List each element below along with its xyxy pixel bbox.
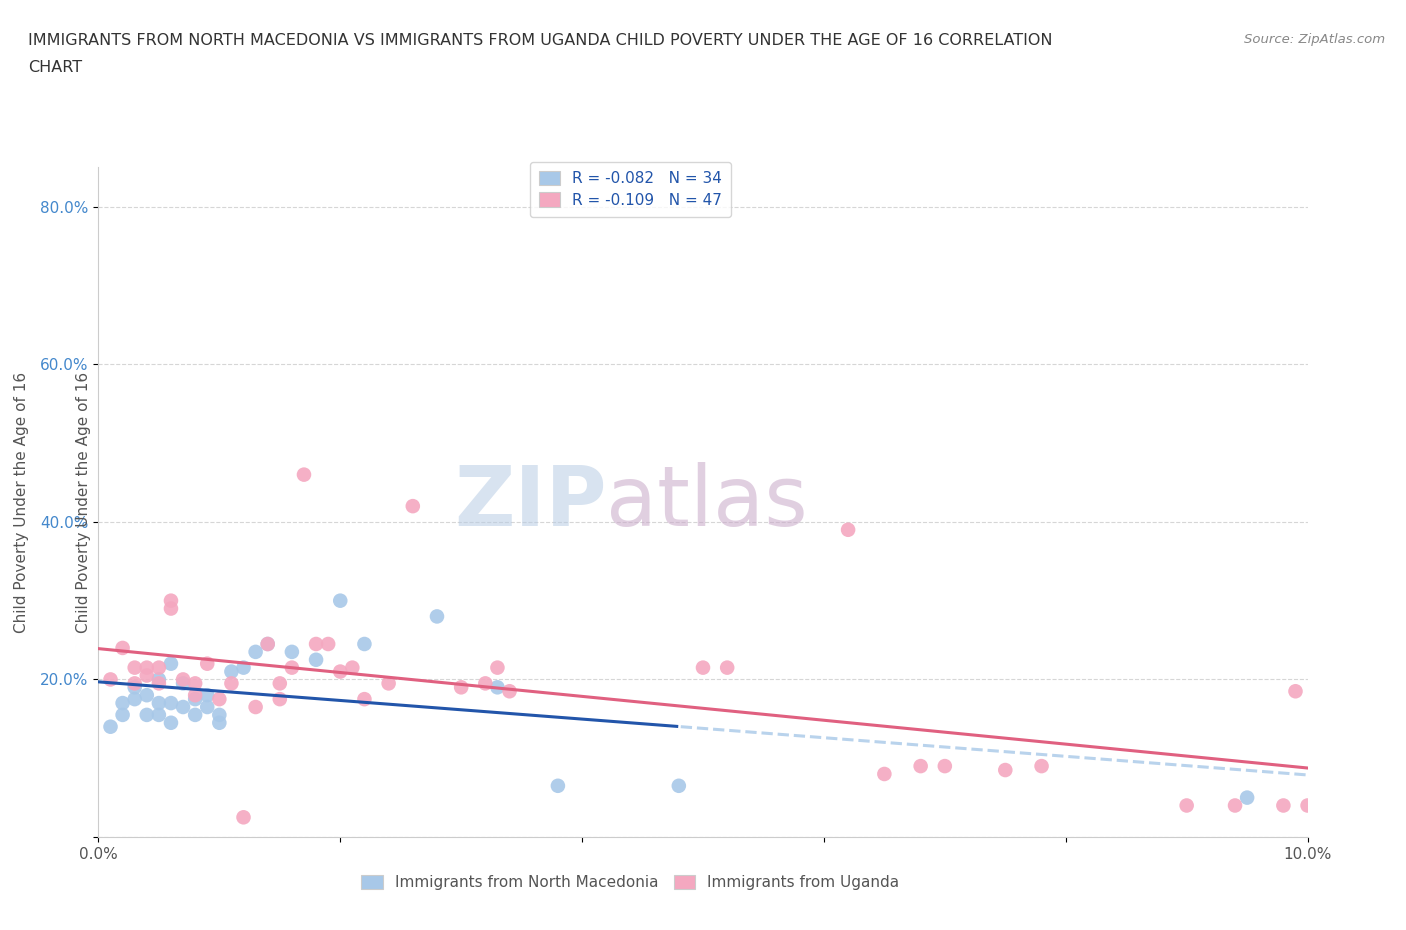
Point [160, 593, 183, 608]
Point [1031, 759, 1053, 774]
Point [1296, 798, 1319, 813]
Point [934, 759, 956, 774]
Point [486, 680, 509, 695]
Point [148, 696, 170, 711]
Point [184, 688, 207, 703]
Point [281, 660, 304, 675]
Point [100, 672, 122, 687]
Y-axis label: Child Poverty Under the Age of 16: Child Poverty Under the Age of 16 [14, 372, 30, 632]
Point [232, 810, 254, 825]
Point [148, 660, 170, 675]
Point [245, 644, 267, 659]
Point [692, 660, 714, 675]
Legend: Immigrants from North Macedonia, Immigrants from Uganda: Immigrants from North Macedonia, Immigra… [356, 869, 905, 897]
Point [329, 664, 352, 679]
Point [160, 715, 183, 730]
Text: CHART: CHART [28, 60, 82, 75]
Point [910, 759, 932, 774]
Point [111, 641, 134, 656]
Point [256, 636, 278, 651]
Text: IMMIGRANTS FROM NORTH MACEDONIA VS IMMIGRANTS FROM UGANDA CHILD POVERTY UNDER TH: IMMIGRANTS FROM NORTH MACEDONIA VS IMMIG… [28, 33, 1053, 47]
Y-axis label: Child Poverty Under the Age of 16: Child Poverty Under the Age of 16 [76, 372, 91, 632]
Point [148, 672, 170, 687]
Point [342, 660, 364, 675]
Point [316, 636, 339, 651]
Point [172, 699, 194, 714]
Point [208, 708, 231, 723]
Point [292, 467, 315, 482]
Point [474, 676, 496, 691]
Text: atlas: atlas [606, 461, 808, 543]
Text: Source: ZipAtlas.com: Source: ZipAtlas.com [1244, 33, 1385, 46]
Point [124, 680, 146, 695]
Point [135, 660, 157, 675]
Point [281, 644, 304, 659]
Point [195, 688, 218, 703]
Point [160, 601, 183, 616]
Point [305, 636, 328, 651]
Point [1284, 684, 1306, 698]
Point [498, 684, 520, 698]
Point [450, 680, 472, 695]
Point [111, 696, 134, 711]
Point [135, 708, 157, 723]
Text: ZIP: ZIP [454, 461, 606, 543]
Point [148, 676, 170, 691]
Point [269, 692, 291, 707]
Point [486, 660, 509, 675]
Point [305, 652, 328, 667]
Point [1175, 798, 1198, 813]
Point [353, 692, 375, 707]
Point [232, 660, 254, 675]
Point [837, 523, 859, 538]
Point [208, 692, 231, 707]
Point [1223, 798, 1246, 813]
Point [124, 676, 146, 691]
Point [402, 498, 425, 513]
Point [716, 660, 738, 675]
Point [184, 708, 207, 723]
Point [172, 672, 194, 687]
Point [160, 657, 183, 671]
Point [329, 593, 352, 608]
Point [377, 676, 399, 691]
Point [100, 719, 122, 734]
Point [195, 699, 218, 714]
Point [269, 676, 291, 691]
Point [1272, 798, 1295, 813]
Point [135, 688, 157, 703]
Point [111, 708, 134, 723]
Point [124, 692, 146, 707]
Point [426, 609, 449, 624]
Point [668, 778, 690, 793]
Point [124, 660, 146, 675]
Point [873, 766, 896, 781]
Point [245, 699, 267, 714]
Point [547, 778, 569, 793]
Point [148, 708, 170, 723]
Point [221, 664, 243, 679]
Point [172, 676, 194, 691]
Point [208, 715, 231, 730]
Point [256, 636, 278, 651]
Point [135, 668, 157, 683]
Point [184, 676, 207, 691]
Point [184, 692, 207, 707]
Point [160, 696, 183, 711]
Point [994, 763, 1017, 777]
Point [1236, 790, 1258, 805]
Point [195, 657, 218, 671]
Point [353, 636, 375, 651]
Point [221, 676, 243, 691]
